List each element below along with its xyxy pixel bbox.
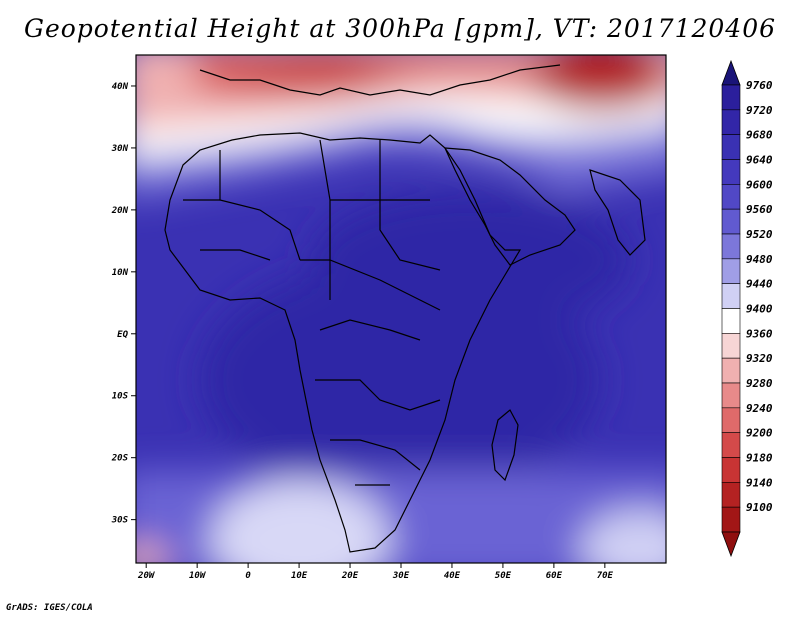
colorbar-swatch — [721, 457, 741, 483]
colorbar: 9760 9720 9680 9640 9600 9560 9520 9480 9440 9400… — [721, 59, 773, 558]
colorbar-label: 9400 — [746, 303, 773, 316]
lon-tick-label: 10E — [291, 571, 308, 581]
lat-tick-label: 10S — [112, 392, 129, 402]
coastlines — [164, 64, 646, 553]
lat-tick-label: 20N — [111, 206, 129, 216]
colorbar-label: 9180 — [746, 452, 773, 465]
lon-tick-label: 10W — [189, 571, 207, 581]
lon-tick-label: 70E — [597, 571, 614, 581]
lat-tick-label: 30N — [111, 144, 129, 154]
colorbar-bottom-arrow — [721, 531, 741, 558]
lon-tick-label: 60E — [546, 571, 563, 581]
colorbar-label: 9100 — [746, 501, 773, 514]
lon-tick-label: 20W — [137, 571, 156, 581]
colorbar-swatch — [721, 333, 741, 359]
colorbar-label: 9520 — [746, 228, 773, 241]
colorbar-swatch — [721, 233, 741, 260]
lat-tick-label: 10N — [112, 268, 129, 278]
colorbar-swatch — [721, 407, 741, 433]
lon-tick-label: 20E — [341, 571, 359, 581]
colorbar-swatch — [721, 357, 741, 384]
colorbar-label: 9440 — [746, 278, 773, 291]
colorbar-swatch — [721, 482, 741, 508]
lon-tick-label: 0 — [245, 571, 251, 581]
colorbar-label: 9640 — [746, 154, 773, 167]
colorbar-label: 9760 — [746, 79, 773, 92]
lon-tick-label: 50E — [495, 571, 512, 581]
colorbar-swatch — [721, 208, 741, 235]
colorbar-swatch — [721, 184, 741, 210]
colorbar-label: 9360 — [746, 327, 773, 340]
colorbar-top-arrow — [721, 59, 741, 86]
colorbar-swatch — [721, 84, 741, 111]
map-title: Geopotential Height at 300hPa [gpm], VT:… — [23, 14, 777, 43]
lat-tick-label: 30S — [111, 516, 129, 526]
colorbar-swatch — [721, 134, 741, 160]
colorbar-swatch — [721, 258, 741, 284]
lat-tick-label: EQ — [117, 330, 128, 340]
colorbar-swatch — [721, 283, 741, 309]
colorbar-label: 9200 — [746, 427, 773, 440]
lon-tick-label: 30E — [392, 571, 410, 581]
colorbar-swatch — [721, 159, 741, 185]
lat-tick-label: 40N — [112, 82, 129, 92]
colorbar-label: 9280 — [746, 377, 773, 390]
colorbar-swatch — [721, 432, 741, 458]
colorbar-label: 9320 — [746, 352, 773, 365]
colorbar-swatch — [721, 506, 741, 533]
colorbar-label: 9560 — [746, 203, 773, 216]
colorbar-label: 9720 — [746, 104, 773, 117]
latitude-axis: 40N 30N 20N 10N EQ 10S 20S 30S — [111, 82, 136, 526]
colorbar-swatch — [721, 109, 741, 135]
colorbar-label: 9240 — [746, 402, 773, 415]
colorbar-label: 9680 — [746, 129, 773, 142]
colorbar-label: 9600 — [746, 178, 773, 191]
height-field — [136, 55, 666, 563]
lat-tick-label: 20S — [111, 454, 129, 464]
colorbar-label: 9480 — [746, 253, 773, 266]
colorbar-swatch — [721, 308, 741, 334]
longitude-axis: 20W 10W 0 10E 20E 30E 40E 50E 60E 70E — [137, 563, 614, 581]
colorbar-label: 9140 — [746, 476, 773, 489]
grads-credit: GrADS: IGES/COLA — [6, 603, 93, 613]
colorbar-swatch — [721, 382, 741, 409]
lon-tick-label: 40E — [444, 571, 461, 581]
